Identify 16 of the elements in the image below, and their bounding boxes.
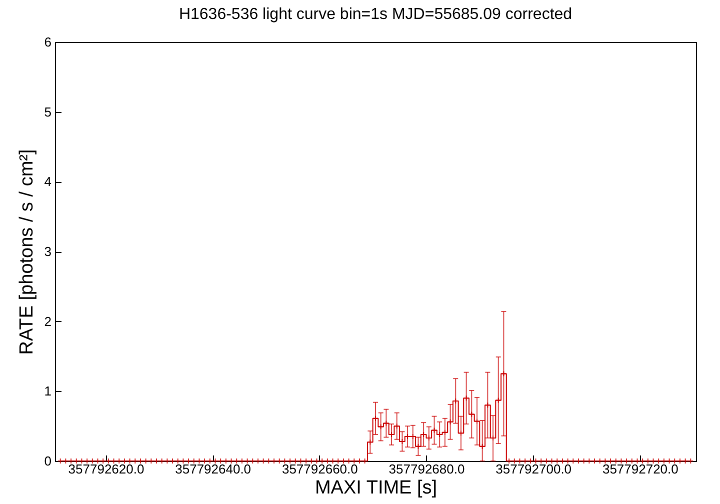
y-tick-label: 0 — [44, 454, 52, 468]
x-tick-label: 357792720.0 — [602, 462, 678, 476]
y-tick-label: 5 — [44, 104, 52, 120]
y-tick-label: 4 — [44, 174, 52, 190]
x-tick-label: 357792640.0 — [175, 462, 252, 476]
x-axis-title: MAXI TIME [s] — [314, 478, 438, 498]
x-tick-label: 357792620.0 — [68, 462, 144, 476]
y-tick-label: 3 — [44, 244, 52, 259]
chart-title: H1636-536 light curve bin=1s MJD=55685.09 corrected — [178, 6, 572, 23]
x-tick-label: 357792700.0 — [496, 462, 572, 476]
x-tick-label: 357792680.0 — [388, 462, 465, 476]
x-tick-label: 357792660.0 — [282, 462, 358, 476]
y-axis-title: RATE [photons / s / cm²] — [16, 149, 38, 355]
y-tick-label: 2 — [44, 314, 52, 329]
y-tick-label: 1 — [44, 384, 52, 399]
y-tick-label: 6 — [44, 34, 52, 50]
